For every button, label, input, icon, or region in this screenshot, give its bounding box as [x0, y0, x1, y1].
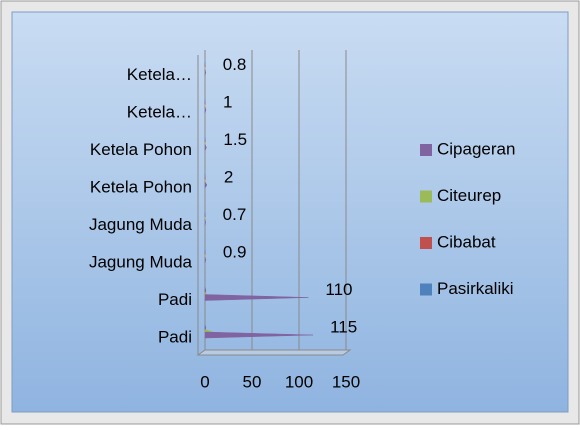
legend-swatch	[420, 191, 432, 203]
x-tick-label: 50	[243, 372, 262, 391]
y-tick-label: Jagung Muda	[89, 253, 193, 272]
data-label: 1.5	[223, 130, 247, 149]
legend-label: Pasirkaliki	[437, 279, 514, 298]
data-label: 1	[223, 93, 232, 112]
data-label: 0.9	[223, 243, 247, 262]
legend-swatch	[420, 284, 432, 296]
legend-label: Citeurep	[437, 186, 501, 205]
legend-label: Cipageran	[437, 139, 515, 158]
floor	[198, 350, 350, 355]
legend-swatch	[420, 144, 432, 156]
y-tick-label: Ketela Pohon	[90, 178, 192, 197]
x-tick-label: 100	[285, 372, 313, 391]
y-tick-label: Ketela…	[127, 103, 192, 122]
data-label: 115	[330, 318, 357, 337]
data-label: 0.7	[223, 205, 247, 224]
y-tick-label: Ketela…	[127, 65, 192, 84]
y-tick-label: Padi	[158, 328, 192, 347]
data-label: 110	[325, 280, 352, 299]
legend-swatch	[420, 237, 432, 249]
y-tick-label: Padi	[158, 290, 192, 309]
y-tick-label: Jagung Muda	[89, 215, 193, 234]
data-label: 2	[224, 168, 233, 187]
data-label: 0.8	[223, 55, 247, 74]
legend-label: Cibabat	[437, 232, 496, 251]
y-tick-label: Ketela Pohon	[90, 140, 192, 159]
x-tick-label: 150	[332, 372, 360, 391]
x-tick-label: 0	[200, 372, 209, 391]
